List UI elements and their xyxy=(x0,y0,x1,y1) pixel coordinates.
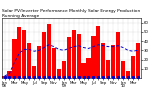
Bar xyxy=(76,34,81,78)
Bar xyxy=(136,43,140,78)
Bar xyxy=(52,48,56,78)
Bar xyxy=(106,60,110,78)
Bar xyxy=(42,32,46,78)
Bar xyxy=(67,37,71,78)
Bar xyxy=(131,56,135,78)
Bar xyxy=(86,58,91,78)
Bar xyxy=(27,43,31,78)
Bar xyxy=(62,61,66,78)
Bar xyxy=(81,63,86,78)
Bar xyxy=(12,39,16,78)
Bar xyxy=(37,46,41,78)
Bar xyxy=(101,43,105,78)
Bar xyxy=(111,45,115,78)
Bar xyxy=(72,30,76,78)
Bar xyxy=(126,71,130,78)
Bar xyxy=(121,61,125,78)
Bar xyxy=(47,24,51,78)
Bar xyxy=(32,66,36,78)
Bar xyxy=(17,27,21,78)
Bar xyxy=(7,71,12,78)
Bar xyxy=(2,76,7,78)
Bar xyxy=(96,26,100,78)
Bar xyxy=(57,69,61,78)
Title: Solar PV/Inverter Performance Monthly Solar Energy Production Running Average: Solar PV/Inverter Performance Monthly So… xyxy=(2,9,140,18)
Bar xyxy=(116,32,120,78)
Bar xyxy=(22,30,26,78)
Bar xyxy=(91,36,96,78)
